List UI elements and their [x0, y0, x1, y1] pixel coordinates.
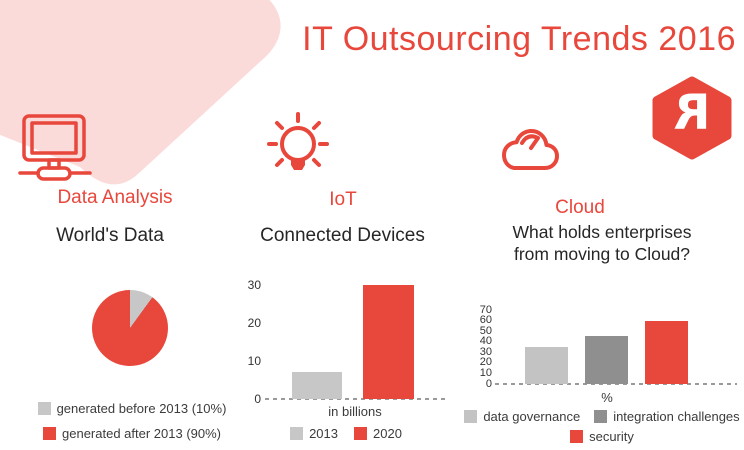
legend-label: integration challenges [613, 409, 740, 424]
monitor-icon [18, 114, 92, 181]
legend-label: data governance [483, 409, 581, 424]
section-label-cloud: Cloud [555, 197, 605, 218]
y-tick-30: 30 [479, 345, 492, 358]
chart-title-cloud-line2: from moving to Cloud? [513, 244, 691, 264]
legend-connected-devices: 2013 2020 [265, 426, 427, 441]
y-tick-50: 50 [479, 324, 492, 337]
legend-item-2013: 2013 [290, 426, 338, 441]
bar-data-governance [525, 347, 568, 384]
x-axis-label-iot: in billions [328, 404, 382, 419]
y-tick-20: 20 [479, 356, 492, 369]
section-label-data-analysis: Data Analysis [57, 187, 173, 208]
y-axis-cloud-chart: 0 10 20 30 40 50 60 70 [462, 304, 492, 389]
legend-swatch [354, 427, 367, 440]
legend-label: generated before 2013 (10%) [56, 401, 227, 416]
bar-2013 [292, 372, 342, 399]
y-tick-70: 70 [479, 303, 492, 316]
section-label-iot: IoT [329, 189, 357, 210]
y-tick-10: 10 [247, 354, 261, 368]
legend-item-generated-before-2013-10-: generated before 2013 (10%) [37, 401, 227, 416]
chart-title-worlds-data: World's Data [56, 225, 164, 246]
x-axis-baseline-cloud [495, 383, 737, 385]
bar-chart-cloud-blockers [495, 310, 737, 384]
lightbulb-icon [267, 112, 329, 170]
y-tick-40: 40 [479, 335, 492, 348]
x-axis-label-cloud: % [601, 390, 613, 405]
bar-security [645, 321, 688, 384]
legend-swatch [570, 430, 584, 443]
legend-item-data-governance: data governance [464, 409, 580, 424]
y-tick-20: 20 [247, 316, 261, 330]
y-tick-0: 0 [485, 377, 492, 390]
bar-2020 [363, 285, 414, 399]
bar-integration-challenges [585, 336, 628, 384]
legend-label: generated after 2013 (90%) [62, 426, 221, 441]
legend-label: 2020 [373, 426, 402, 441]
cloud-icon [502, 128, 559, 170]
chart-title-cloud-question: What holds enterprises from moving to Cl… [470, 221, 734, 265]
x-axis-baseline-iot [265, 398, 445, 400]
y-tick-30: 30 [247, 278, 261, 292]
legend-swatch [464, 410, 478, 423]
hexagon-icon [652, 76, 732, 160]
y-tick-0: 0 [254, 392, 261, 406]
legend-item-integration-challenges: integration challenges [594, 409, 740, 424]
legend-item-generated-after-2013-90-: generated after 2013 (90%) [43, 426, 221, 441]
pink-decoration-shape [0, 0, 281, 185]
company-logo: R [647, 76, 737, 160]
y-tick-10: 10 [479, 366, 492, 379]
legend-worlds-data: generated before 2013 (10%) generated aft… [24, 401, 240, 441]
legend-item-2020: 2020 [354, 426, 402, 441]
legend-swatch [594, 410, 608, 423]
legend-cloud-blockers: data governance integration challenges sec… [458, 409, 744, 444]
chart-title-connected-devices: Connected Devices [260, 225, 425, 246]
y-tick-60: 60 [479, 314, 492, 327]
page-title: IT Outsourcing Trends 2016 [302, 20, 736, 58]
legend-label: security [589, 429, 634, 444]
bar-chart-connected-devices [265, 285, 445, 399]
legend-swatch [43, 427, 56, 440]
chart-title-cloud-line1: What holds enterprises [512, 222, 692, 242]
legend-label: 2013 [309, 426, 338, 441]
y-axis-connected-devices: 0 10 20 30 [231, 279, 261, 405]
legend-item-security: security [570, 429, 634, 444]
pie-chart-worlds-data [92, 290, 168, 366]
logo-letter: R [673, 85, 711, 141]
legend-swatch [290, 427, 304, 440]
legend-swatch [37, 402, 51, 415]
